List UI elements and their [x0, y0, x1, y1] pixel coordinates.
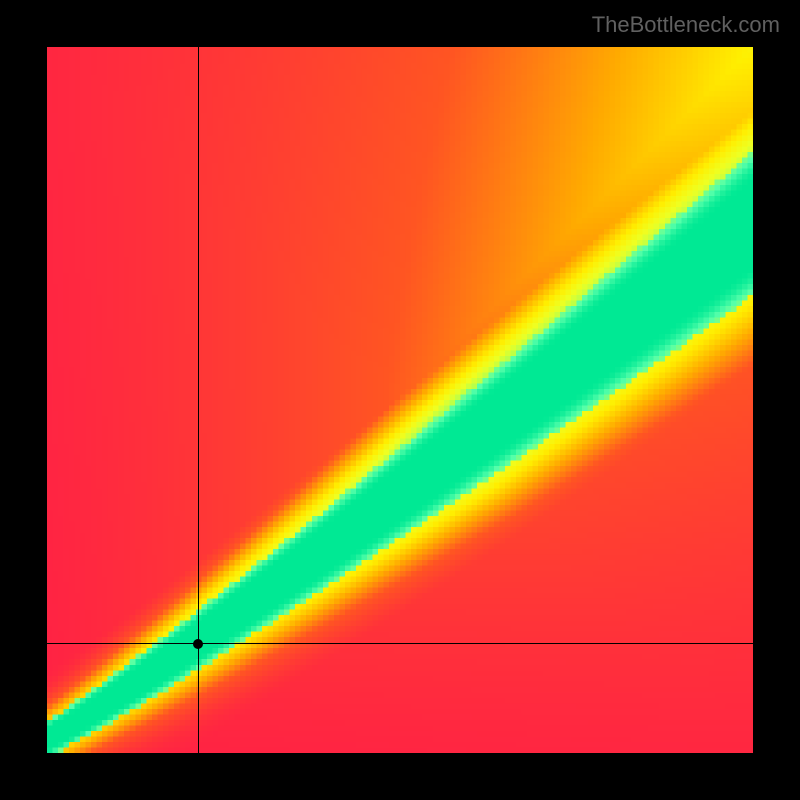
- heatmap-canvas: [47, 47, 753, 753]
- watermark-text: TheBottleneck.com: [592, 12, 780, 38]
- data-point-marker: [193, 639, 203, 649]
- chart-container: TheBottleneck.com: [0, 0, 800, 800]
- crosshair-horizontal: [47, 643, 753, 644]
